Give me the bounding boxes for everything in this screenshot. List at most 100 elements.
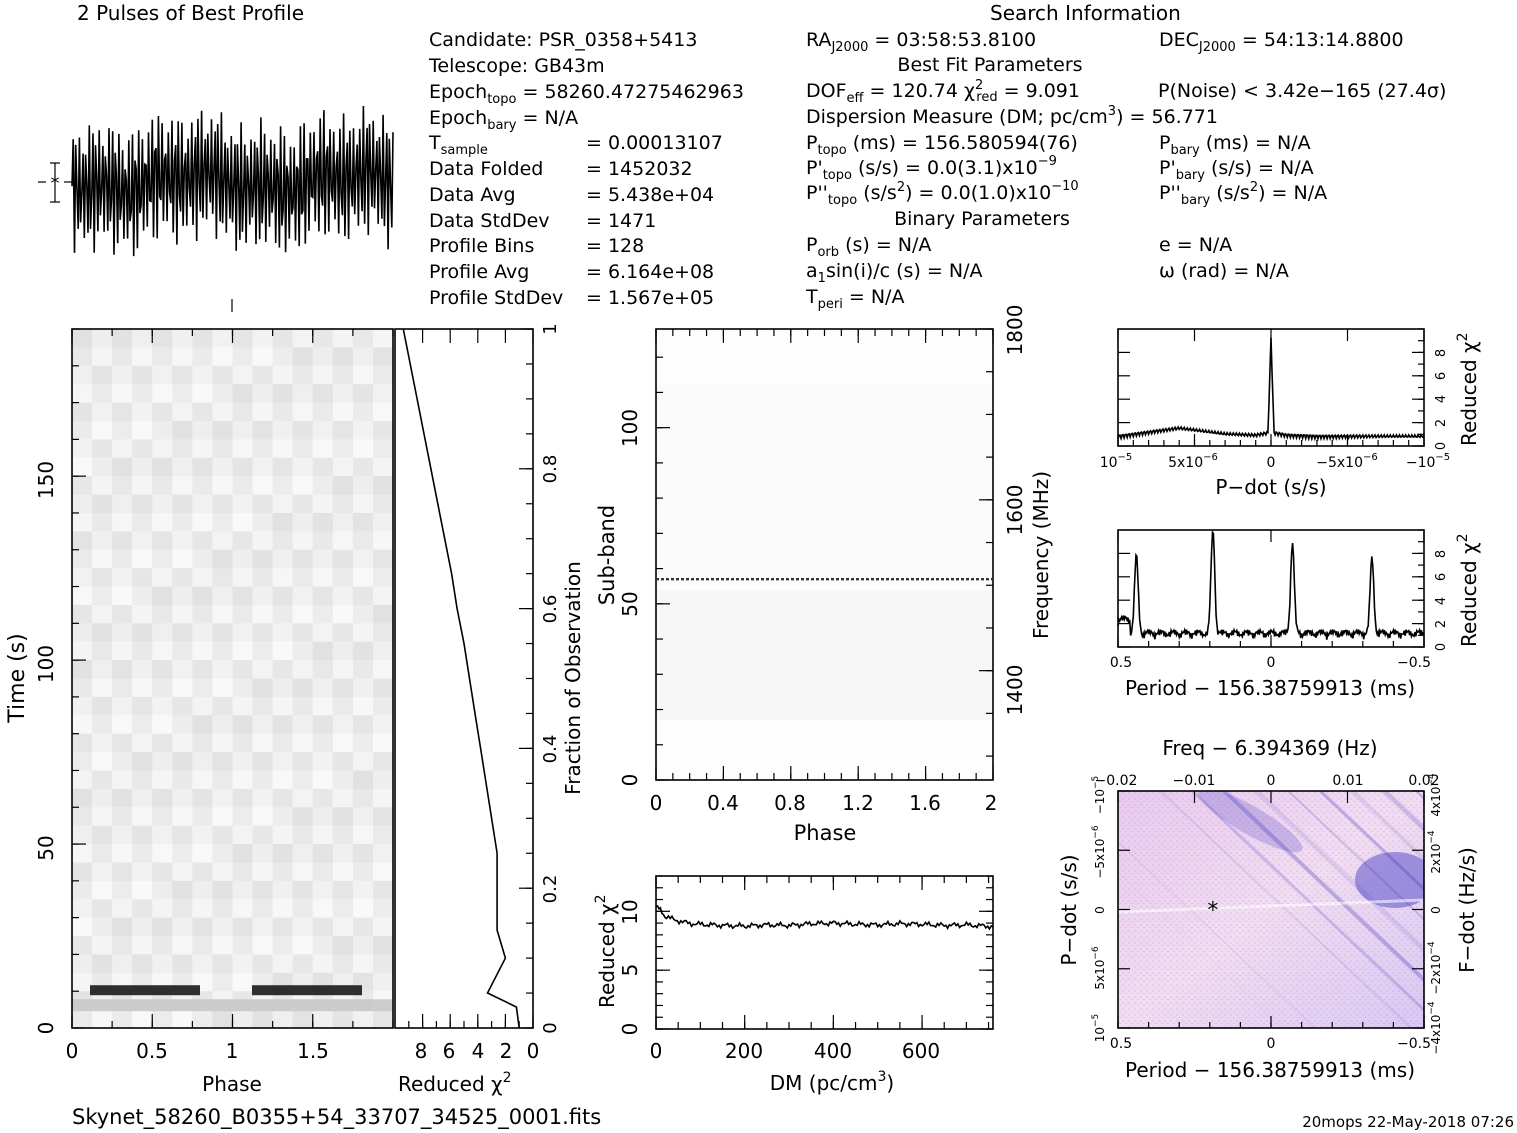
tp-cell: [272, 402, 294, 422]
tp-cell: [92, 531, 113, 551]
tp-cell: [332, 954, 354, 974]
tp-cell: [232, 917, 254, 937]
tp-cell: [272, 365, 294, 385]
tp-cell: [332, 439, 354, 459]
tp-cell: [212, 899, 233, 919]
tp-cell: [212, 733, 233, 753]
tp-cell: [92, 660, 113, 679]
tp-cell: [332, 917, 354, 937]
tp-cell: [372, 678, 393, 698]
profile-avg-label: Profile Avg: [429, 261, 529, 283]
tp-cell: [332, 420, 354, 440]
time-tick-100: 100: [34, 645, 58, 683]
time-phase-ylabel: Time (s): [5, 633, 30, 723]
tp-cell: [212, 494, 233, 514]
tp-cell: [232, 844, 254, 863]
tp-cell: [172, 696, 193, 716]
tp-cell: [112, 807, 133, 827]
tp-cell: [112, 384, 133, 404]
dm-frame: [655, 875, 994, 1030]
tp-cell: [312, 954, 334, 974]
tp-cell: [292, 954, 314, 974]
tp-cell: [292, 402, 314, 422]
tp-cell: [312, 623, 334, 643]
tp-low-band: [72, 999, 393, 1012]
tp-cell: [312, 917, 334, 937]
tp-cell: [92, 678, 113, 698]
tp-cell: [232, 880, 254, 900]
tp-cell: [232, 494, 254, 514]
tp-cell: [372, 862, 393, 882]
fdot-top-tick-4: 0.01: [1332, 773, 1363, 789]
tp-pulse-band-2: [252, 985, 362, 996]
tp-cell: [312, 770, 334, 790]
subband-ylabel: Sub-band: [595, 505, 619, 605]
tp-cell: [152, 329, 173, 348]
tp-cell: [192, 586, 213, 606]
tp-cell: [332, 807, 354, 827]
tp-cell: [272, 660, 294, 679]
tp-cell: [252, 531, 274, 551]
tp-cell: [312, 439, 334, 459]
tp-cell: [152, 880, 173, 900]
pdot-chi-tick-4: 4: [1434, 395, 1449, 403]
tp-cell: [292, 623, 314, 643]
tp-cell: [132, 715, 153, 735]
tp-cell: [232, 568, 254, 588]
tp-cell: [132, 807, 153, 827]
tp-cell: [272, 347, 294, 367]
freq-tick-1800: 1800: [1003, 305, 1027, 356]
tp-cell: [92, 899, 113, 919]
tp-cell: [312, 936, 334, 955]
tp-cell: [132, 770, 153, 790]
tp-cell: [72, 899, 93, 919]
tp-cell: [292, 476, 314, 496]
pdot-tick-2: 5x10−6: [1168, 452, 1218, 471]
subband-tick-50: 50: [618, 591, 642, 616]
plane-ytick-5: −10−5: [1091, 776, 1107, 815]
tp-cell: [312, 365, 334, 385]
dm-tick-600: 600: [902, 1039, 940, 1063]
tp-cell: [252, 715, 274, 735]
tp-cell: [232, 457, 254, 477]
tp-cell: [352, 936, 374, 955]
tp-cell: [172, 844, 193, 863]
tp-cell: [252, 586, 274, 606]
tp-cell: [72, 954, 93, 974]
pdot-curve: [1117, 337, 1425, 442]
tp-cell: [192, 954, 213, 974]
tp-cell: [352, 604, 374, 624]
tp-cell: [152, 641, 173, 661]
tp-cell: [112, 1009, 133, 1028]
period-plot: 0.5 0 −0.5 Period − 156.38759913 (ms) 0 …: [1110, 529, 1481, 700]
tp-cell: [92, 1009, 113, 1028]
tp-cell: [112, 825, 133, 845]
plane-xtick-0-5: 0.5: [1110, 1036, 1132, 1052]
tp-cell: [112, 862, 133, 882]
subband-tick-0: 0: [618, 774, 642, 787]
tp-cell: [272, 549, 294, 569]
tp-cell: [152, 439, 173, 459]
tp-cell: [152, 696, 173, 716]
tp-cell: [252, 954, 274, 974]
tp-cell: [292, 568, 314, 588]
data-folded-value: = 1452032: [586, 158, 693, 180]
tp-cell: [152, 568, 173, 588]
tp-cell: [112, 752, 133, 771]
tp-cell: [252, 604, 274, 624]
tp-cell: [292, 917, 314, 937]
tp-cell: [192, 752, 213, 771]
tp-cell: [372, 439, 393, 459]
tp-cell: [72, 549, 93, 569]
tp-cell: [212, 972, 233, 992]
pdot-ylabel: Reduced χ2: [1455, 332, 1481, 446]
tp-cell: [232, 770, 254, 790]
tp-cell: [232, 807, 254, 827]
tp-cell: [272, 457, 294, 477]
tp-cell: [332, 715, 354, 735]
tp-cell: [132, 586, 153, 606]
tp-cell: [272, 936, 294, 955]
pdot-chi-tick-2: 2: [1434, 419, 1449, 427]
plane-streak: [1502, 751, 1517, 1133]
tp-cell: [372, 402, 393, 422]
